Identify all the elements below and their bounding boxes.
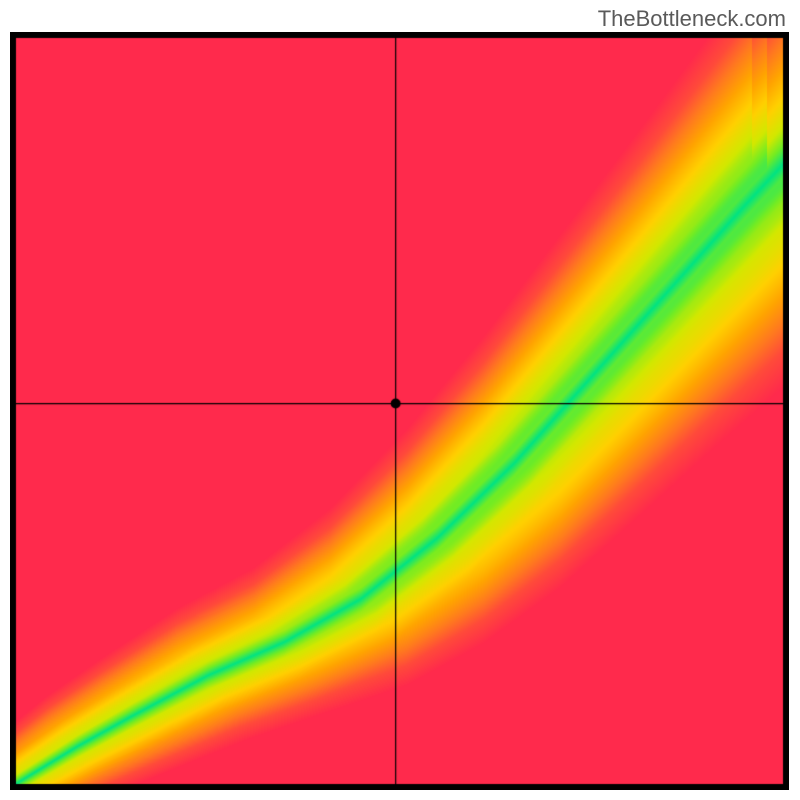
attribution-text: TheBottleneck.com xyxy=(598,6,786,32)
bottleneck-heatmap xyxy=(10,32,789,790)
